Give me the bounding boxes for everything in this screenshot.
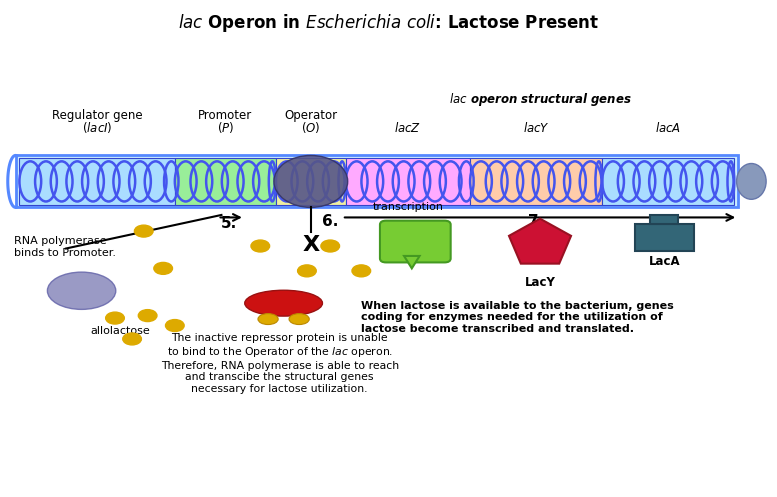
Circle shape	[352, 265, 371, 277]
Text: ($\mathit{lacI}$): ($\mathit{lacI}$)	[82, 120, 113, 135]
Text: RNA polymerase
binds to Promoter.: RNA polymerase binds to Promoter.	[14, 236, 116, 257]
Circle shape	[134, 225, 153, 237]
Text: ($P$): ($P$)	[217, 120, 234, 135]
FancyBboxPatch shape	[19, 158, 175, 205]
Polygon shape	[509, 219, 571, 263]
FancyBboxPatch shape	[602, 158, 734, 205]
Text: X: X	[302, 235, 319, 255]
Circle shape	[166, 320, 184, 331]
Text: Regulator gene: Regulator gene	[52, 108, 142, 121]
Circle shape	[321, 240, 340, 252]
FancyBboxPatch shape	[650, 215, 678, 224]
Text: 5.: 5.	[221, 216, 237, 232]
FancyBboxPatch shape	[16, 155, 738, 208]
Text: Promoter: Promoter	[198, 108, 253, 121]
Ellipse shape	[258, 314, 278, 325]
FancyBboxPatch shape	[470, 158, 602, 205]
Ellipse shape	[289, 314, 309, 325]
Ellipse shape	[274, 156, 347, 207]
Text: ($O$): ($O$)	[301, 120, 321, 135]
Ellipse shape	[47, 272, 116, 309]
Text: $\mathit{lacA}$: $\mathit{lacA}$	[655, 121, 681, 135]
Circle shape	[298, 265, 316, 277]
Text: allolactose: allolactose	[91, 326, 150, 335]
Text: $\mathit{lac}$ operon structural genes: $\mathit{lac}$ operon structural genes	[448, 91, 632, 108]
FancyBboxPatch shape	[346, 158, 470, 205]
Circle shape	[138, 310, 157, 322]
Text: The inactive repressor protein is unable
to bind to the Operator of the $\mathit: The inactive repressor protein is unable…	[161, 333, 399, 394]
Circle shape	[123, 333, 141, 345]
Text: $\mathit{lacY}$: $\mathit{lacY}$	[523, 121, 549, 135]
Text: LacZ: LacZ	[400, 219, 431, 232]
Text: transcription: transcription	[373, 202, 444, 212]
FancyBboxPatch shape	[380, 221, 451, 262]
Text: $\mathit{lac}$ Operon in $\mathit{Escherichia\ coli}$: Lactose Present: $\mathit{lac}$ Operon in $\mathit{Escher…	[178, 12, 599, 34]
Circle shape	[251, 240, 270, 252]
Circle shape	[106, 312, 124, 324]
Ellipse shape	[737, 164, 766, 199]
Ellipse shape	[245, 290, 322, 316]
Text: When lactose is available to the bacterium, genes
coding for enzymes needed for : When lactose is available to the bacteri…	[361, 301, 674, 334]
Text: Operator: Operator	[284, 108, 337, 121]
Text: 6.: 6.	[322, 214, 339, 230]
FancyBboxPatch shape	[276, 158, 346, 205]
Text: $\mathit{lacZ}$: $\mathit{lacZ}$	[395, 121, 421, 135]
Text: LacA: LacA	[649, 255, 680, 268]
Polygon shape	[404, 256, 420, 268]
Circle shape	[154, 262, 172, 274]
Text: 7.: 7.	[528, 214, 544, 230]
FancyBboxPatch shape	[175, 158, 276, 205]
Text: LacY: LacY	[524, 276, 556, 289]
FancyBboxPatch shape	[635, 224, 694, 251]
